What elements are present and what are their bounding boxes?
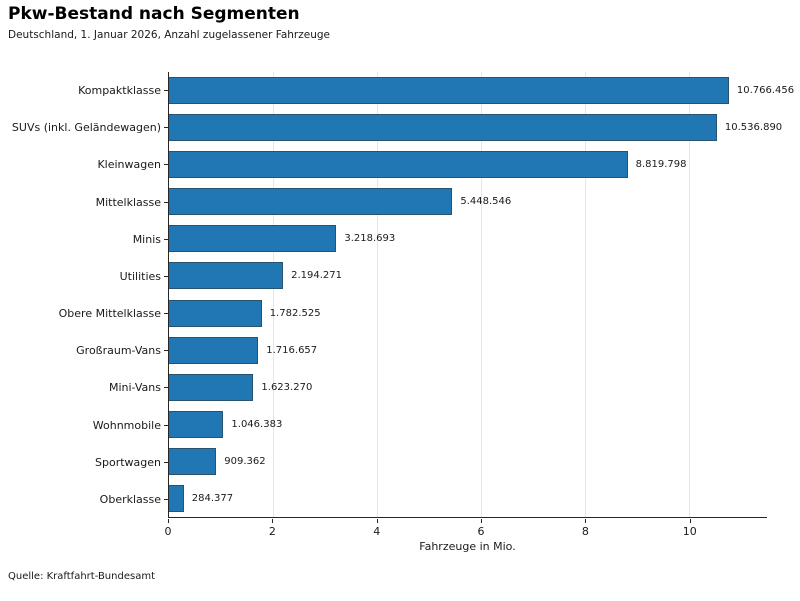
category-label: Großraum-Vans bbox=[76, 344, 161, 358]
bar-value-label: 1.623.270 bbox=[261, 381, 313, 393]
plot-area: 10.766.456 10.536.890 8.819.798 5.448.546 3.… bbox=[168, 72, 794, 518]
bar bbox=[169, 77, 729, 105]
bar-row: 3.218.693 bbox=[169, 220, 767, 257]
x-tick-label: 8 bbox=[581, 525, 589, 538]
y-tick-mark bbox=[164, 164, 168, 166]
bar bbox=[169, 410, 224, 438]
grid-layer bbox=[169, 72, 767, 517]
bar bbox=[169, 484, 184, 512]
bar-row: 8.819.798 bbox=[169, 146, 767, 183]
x-axis-title: Fahrzeuge in Mio. bbox=[419, 540, 516, 553]
bar-value-label: 10.536.890 bbox=[724, 122, 783, 134]
category-row: Oberklasse bbox=[0, 481, 168, 518]
category-label: Mini-Vans bbox=[108, 381, 161, 395]
y-tick-mark bbox=[164, 498, 168, 500]
x-tick-label: 6 bbox=[477, 525, 485, 538]
bar-row: 2.194.271 bbox=[169, 257, 767, 294]
category-row: Kleinwagen bbox=[0, 146, 168, 183]
y-tick-mark bbox=[164, 387, 168, 389]
bar bbox=[169, 188, 453, 216]
y-tick-mark bbox=[164, 127, 168, 129]
chart-title: Pkw-Bestand nach Segmenten bbox=[8, 4, 300, 24]
gridline bbox=[273, 72, 274, 517]
bar-value-label: 2.194.271 bbox=[291, 270, 342, 282]
bar-value-label: 10.766.456 bbox=[736, 85, 795, 97]
bar-value-label: 284.377 bbox=[191, 492, 234, 504]
bar-row: 1.046.383 bbox=[169, 406, 767, 443]
category-row: Wohnmobile bbox=[0, 407, 168, 444]
y-tick-mark bbox=[164, 350, 168, 352]
y-tick-mark bbox=[164, 238, 168, 240]
category-row: Minis bbox=[0, 221, 168, 258]
x-tick-mark bbox=[272, 519, 274, 523]
y-tick-mark bbox=[164, 275, 168, 277]
bar bbox=[169, 262, 284, 290]
category-row: Mini-Vans bbox=[0, 369, 168, 406]
y-tick-mark bbox=[164, 424, 168, 426]
bar-row: 1.782.525 bbox=[169, 294, 767, 331]
category-row: Obere Mittelklasse bbox=[0, 295, 168, 332]
category-row: SUVs (inkl. Geländewagen) bbox=[0, 109, 168, 146]
x-tick-label: 0 bbox=[164, 525, 172, 538]
y-tick-mark bbox=[164, 201, 168, 203]
x-tick-mark bbox=[481, 519, 483, 523]
category-row: Kompaktklasse bbox=[0, 72, 168, 109]
gridline bbox=[585, 72, 586, 517]
y-tick-mark bbox=[164, 313, 168, 315]
gridline bbox=[481, 72, 482, 517]
y-axis-labels: Kompaktklasse SUVs (inkl. Geländewagen) Kl… bbox=[0, 72, 168, 518]
category-label: Kleinwagen bbox=[97, 158, 161, 172]
category-label: Mittelklasse bbox=[95, 195, 161, 209]
x-tick-label: 10 bbox=[682, 525, 697, 538]
category-label: Sportwagen bbox=[95, 455, 161, 469]
x-tick-mark bbox=[585, 519, 587, 523]
category-row: Utilities bbox=[0, 258, 168, 295]
x-tick-mark bbox=[376, 519, 378, 523]
bar-row: 10.766.456 bbox=[169, 72, 794, 109]
category-label: Kompaktklasse bbox=[78, 84, 161, 98]
category-row: Großraum-Vans bbox=[0, 332, 168, 369]
bar-row: 284.377 bbox=[169, 480, 767, 517]
x-tick-label: 2 bbox=[268, 525, 276, 538]
bar-value-label: 3.218.693 bbox=[344, 233, 396, 245]
category-label: Obere Mittelklasse bbox=[58, 307, 161, 321]
bar-value-label: 1.716.657 bbox=[266, 344, 318, 356]
bar-row: 909.362 bbox=[169, 443, 767, 480]
gridline bbox=[689, 72, 690, 517]
y-tick-mark bbox=[164, 90, 168, 92]
bar bbox=[169, 299, 262, 327]
category-label: Minis bbox=[132, 232, 161, 246]
bar bbox=[169, 114, 717, 142]
bar-row: 5.448.546 bbox=[169, 183, 767, 220]
bar-value-label: 1.782.525 bbox=[269, 307, 321, 319]
y-tick-mark bbox=[164, 461, 168, 463]
category-label: Utilities bbox=[119, 269, 161, 283]
bar bbox=[169, 225, 337, 253]
gridline bbox=[377, 72, 378, 517]
bar-value-label: 5.448.546 bbox=[460, 196, 512, 208]
source-note: Quelle: Kraftfahrt-Bundesamt bbox=[8, 571, 155, 582]
bars-layer: 10.766.456 10.536.890 8.819.798 5.448.546 3.… bbox=[169, 72, 794, 517]
bar bbox=[169, 373, 254, 401]
category-label: Wohnmobile bbox=[92, 418, 161, 432]
bar-value-label: 909.362 bbox=[224, 455, 266, 467]
bar bbox=[169, 336, 259, 364]
x-tick-label: 4 bbox=[373, 525, 381, 538]
x-tick-mark bbox=[168, 519, 169, 523]
bar-value-label: 8.819.798 bbox=[635, 159, 687, 171]
bar-value-label: 1.046.383 bbox=[231, 418, 283, 430]
category-label: SUVs (inkl. Geländewagen) bbox=[11, 121, 161, 135]
bar-row: 1.623.270 bbox=[169, 369, 767, 406]
bar bbox=[169, 151, 628, 179]
x-axis-ticks: 0 2 4 6 8 10 bbox=[164, 519, 768, 549]
bar bbox=[169, 447, 217, 475]
category-row: Sportwagen bbox=[0, 444, 168, 481]
x-tick-mark bbox=[689, 519, 691, 523]
bar-row: 1.716.657 bbox=[169, 332, 767, 369]
chart-subtitle: Deutschland, 1. Januar 2026, Anzahl zuge… bbox=[8, 29, 330, 41]
bar-row: 10.536.890 bbox=[169, 109, 782, 146]
category-label: Oberklasse bbox=[99, 492, 161, 506]
category-row: Mittelklasse bbox=[0, 184, 168, 221]
